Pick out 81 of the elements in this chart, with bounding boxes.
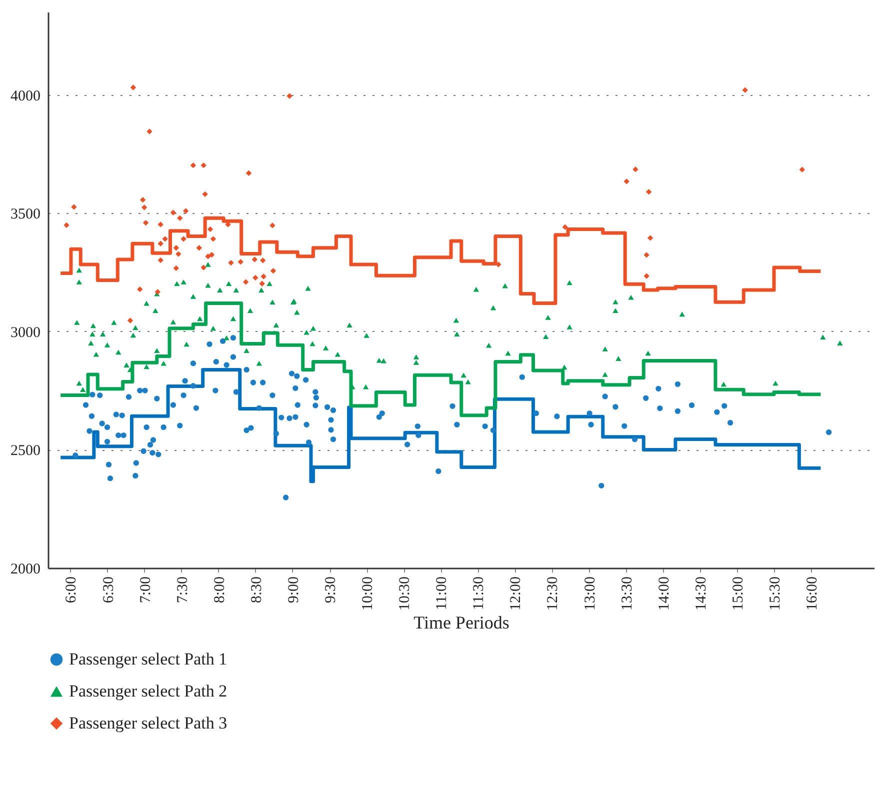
point: [146, 128, 152, 134]
point: [270, 268, 276, 274]
x-tick-label: 6:30: [100, 576, 117, 604]
point: [210, 236, 216, 242]
y-tick-label: 2000: [10, 562, 40, 578]
point: [644, 252, 650, 258]
legend-label: Passenger select Path 1: [69, 650, 228, 668]
x-tick-label: 9:00: [286, 576, 302, 604]
point: [644, 273, 650, 279]
point: [799, 166, 805, 172]
point: [270, 222, 276, 228]
x-tick-label: 14:30: [693, 576, 710, 611]
point: [173, 265, 179, 272]
x-tick-label: 14:00: [656, 576, 672, 611]
point: [71, 204, 77, 210]
x-tick-label: 13:00: [582, 576, 598, 611]
point: [180, 236, 186, 242]
x-tick-label: 15:00: [730, 576, 746, 611]
point: [646, 188, 652, 195]
point: [130, 84, 136, 90]
point: [238, 259, 244, 265]
point: [647, 235, 654, 241]
point: [496, 262, 502, 268]
point: [127, 318, 134, 324]
x-tick-label: 8:30: [248, 576, 265, 604]
x-tick-label: 10:00: [360, 576, 376, 611]
point: [246, 170, 252, 176]
point: [260, 258, 266, 264]
x-tick-label: 12:30: [545, 576, 562, 611]
y-tick-label: 3500: [10, 206, 40, 223]
point: [158, 240, 164, 246]
point: [142, 220, 149, 226]
x-tick-label: 7:30: [174, 576, 191, 604]
point: [140, 197, 146, 203]
point: [562, 224, 568, 230]
x-tick-label: 8:00: [212, 576, 228, 604]
point: [228, 260, 234, 266]
point: [259, 280, 265, 286]
x-tick-label: 13:30: [619, 576, 636, 611]
point: [176, 251, 182, 257]
point: [64, 222, 70, 228]
y-tick-label: 2500: [10, 443, 40, 460]
x-tick-label: 6:00: [64, 576, 80, 604]
x-tick-label: 7:00: [138, 576, 154, 604]
point: [190, 162, 196, 168]
point: [158, 222, 164, 228]
point: [141, 204, 148, 210]
x-tick-label: 11:00: [434, 576, 450, 610]
point: [624, 178, 630, 184]
point: [252, 256, 258, 262]
point: [158, 257, 164, 264]
point: [173, 245, 179, 251]
point: [205, 254, 211, 260]
x-tick-label: 11:30: [471, 576, 488, 610]
point: [208, 252, 215, 258]
x-tick-label: 9:30: [323, 576, 340, 604]
x-tick-label: 12:00: [508, 576, 524, 611]
x-tick-label: 10:30: [397, 576, 414, 611]
point: [200, 264, 206, 270]
point: [260, 274, 266, 280]
legend-label: Passenger select Path 3: [69, 714, 228, 732]
point: [742, 87, 748, 93]
point: [137, 286, 143, 292]
point: [632, 166, 638, 172]
point: [202, 191, 208, 198]
legend-label: Passenger select Path 2: [69, 682, 228, 700]
point: [207, 226, 214, 232]
y-tick-label: 3000: [10, 324, 40, 341]
point: [170, 210, 176, 216]
point: [286, 93, 292, 99]
point: [162, 236, 168, 242]
point: [252, 274, 258, 281]
y-tick-label: 4000: [10, 88, 40, 104]
x-axis-title: Time Periods: [414, 612, 510, 633]
x-tick-label: 15:30: [767, 576, 784, 611]
point: [196, 245, 202, 251]
point: [177, 215, 183, 221]
point: [200, 162, 206, 168]
point: [182, 208, 189, 214]
point: [242, 279, 249, 285]
x-tick-label: 16:00: [804, 576, 821, 611]
